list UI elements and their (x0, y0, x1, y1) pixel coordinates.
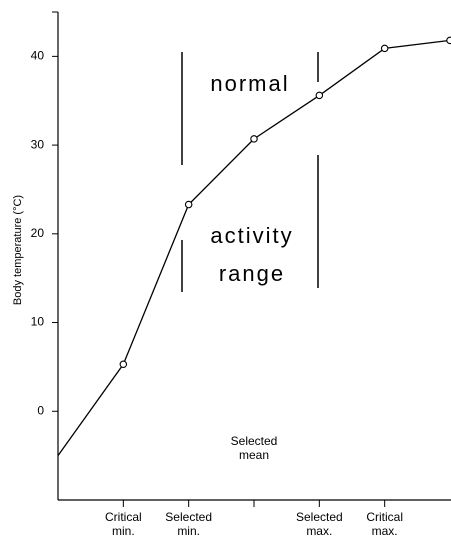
y-tick-label: 20 (31, 226, 45, 240)
x-tick-label: Selected min. (165, 510, 212, 538)
y-tick-label: 30 (31, 137, 45, 151)
y-tick-label: 40 (31, 49, 45, 63)
point (315, 91, 324, 100)
range-bars (181, 52, 319, 292)
point (446, 36, 451, 45)
point (250, 135, 258, 143)
point (380, 44, 389, 53)
x-tick-label: Selected mean (230, 434, 278, 462)
y-axis-label: Body temperature (°C) (12, 195, 24, 305)
annotation: normal (210, 71, 289, 96)
annotation: activity (210, 223, 293, 248)
y-tick-label: 10 (31, 315, 45, 329)
x-tick-label: Critical max. (366, 510, 403, 538)
annotation: range (219, 261, 285, 286)
line (57, 39, 451, 457)
point (119, 360, 128, 368)
x-tick-label: Selected max. (295, 510, 343, 538)
y-tick-label: 0 (37, 403, 44, 417)
x-tick-label: Critical min. (104, 510, 142, 538)
point (184, 200, 193, 209)
